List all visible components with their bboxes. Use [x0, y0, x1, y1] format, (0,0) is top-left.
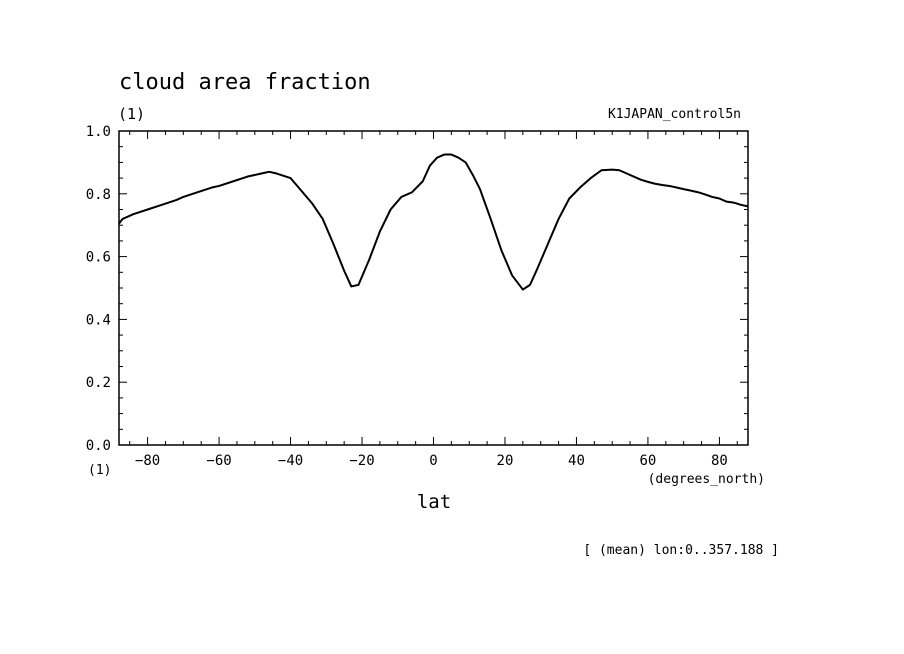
- y-axis-ticks: [119, 130, 748, 446]
- x-axis-label: lat: [417, 491, 451, 513]
- x-tick-label: 0: [429, 453, 437, 469]
- x-units-corner-label: (1): [88, 463, 111, 478]
- y-tick-label: 0.2: [86, 375, 111, 391]
- x-axis-tick-labels: −80 −60 −40 −20 0 20 40 60 80: [135, 453, 728, 469]
- y-tick-label: 0.0: [86, 438, 111, 454]
- series-line-cloud-area-fraction: [118, 153, 749, 291]
- x-tick-label: 40: [568, 453, 585, 469]
- x-tick-label: −60: [206, 453, 231, 469]
- x-tick-label: −40: [278, 453, 303, 469]
- plot-frame: [118, 130, 749, 446]
- chart-title: cloud area fraction: [119, 70, 371, 95]
- y-units-label: (1): [118, 105, 145, 123]
- x-axis-ticks: [129, 131, 738, 445]
- x-axis-units: (degrees_north): [648, 472, 765, 487]
- footnote: [ (mean) lon:0..357.188 ]: [583, 543, 779, 558]
- x-tick-label: 60: [640, 453, 657, 469]
- y-tick-label: 0.8: [86, 187, 111, 203]
- y-tick-label: 1.0: [86, 124, 111, 140]
- y-tick-label: 0.4: [86, 312, 111, 328]
- y-tick-label: 0.6: [86, 250, 111, 266]
- x-tick-label: −80: [135, 453, 160, 469]
- dataset-label: K1JAPAN_control5n: [608, 107, 741, 122]
- x-tick-label: 80: [711, 453, 728, 469]
- x-tick-label: 20: [497, 453, 514, 469]
- x-tick-label: −20: [349, 453, 374, 469]
- y-axis-tick-labels: 0.0 0.2 0.4 0.6 0.8 1.0: [86, 124, 111, 454]
